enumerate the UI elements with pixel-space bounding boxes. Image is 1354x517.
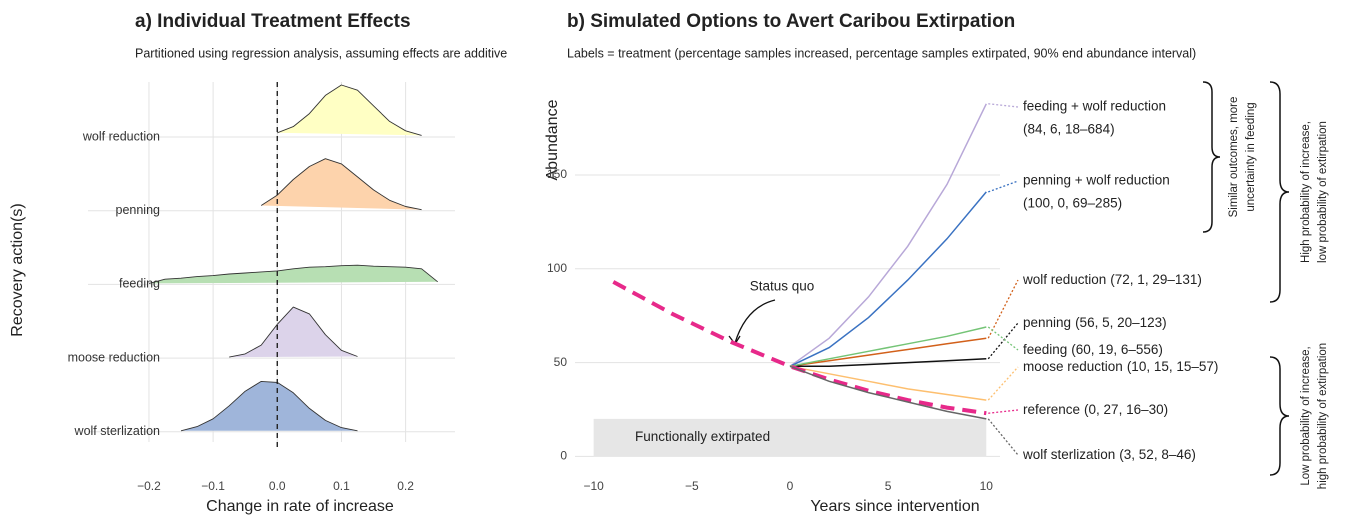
series-name: penning (1023, 315, 1071, 330)
y-tick-label: feeding (119, 277, 160, 291)
density-ridge (229, 306, 358, 358)
chart-title: b) Simulated Options to Avert Caribou Ex… (567, 11, 1015, 32)
y-tick-label: moose reduction (68, 350, 160, 364)
density-ridge (260, 158, 422, 211)
chart-title: a) Individual Treatment Effects (135, 11, 411, 32)
annotation: low probability of extirpation (1317, 121, 1329, 263)
series-line (790, 358, 987, 368)
x-tick-label: 5 (885, 479, 892, 493)
series-stats: (72, 1, 29–131) (1110, 272, 1202, 287)
density-ridge (180, 380, 358, 432)
series-stats: (84, 6, 18–684) (1023, 122, 1115, 137)
brace (1269, 81, 1290, 303)
annotation: Status quo (750, 279, 815, 294)
density-ridge (277, 84, 422, 136)
series-label: moose reduction (10, 15, 15–57) (1023, 359, 1218, 374)
extirpation-band (593, 418, 987, 457)
brace (1202, 81, 1221, 233)
y-axis-title: Abundance (544, 99, 561, 180)
series-line (789, 365, 987, 420)
y-tick-label: 0 (560, 449, 567, 463)
label-connector (987, 418, 1019, 456)
series-label: feeding (60, 19, 6–556) (1023, 342, 1163, 357)
x-tick-label: −0.2 (137, 479, 161, 493)
series-line (789, 191, 987, 367)
chart-subtitle: Partitioned using regression analysis, a… (135, 46, 507, 60)
label-connector (988, 180, 1019, 193)
series-label: wolf reduction (72, 1, 29–131) (1022, 272, 1202, 287)
y-tick-label: 50 (554, 355, 568, 369)
annotation: High probability of increase, (1300, 121, 1312, 263)
label-connector (988, 409, 1019, 414)
series-stats: (100, 0, 69–285) (1023, 196, 1122, 211)
series-line (789, 103, 987, 367)
brace (1269, 356, 1290, 476)
series-label: penning + wolf reduction (1023, 173, 1170, 188)
series-label: penning (56, 5, 20–123) (1023, 315, 1167, 330)
annotation: Similar outcomes, more (1228, 97, 1240, 218)
x-tick-label: 10 (980, 479, 994, 493)
y-axis-title: Recovery action(s) (9, 203, 26, 336)
series-label: feeding + wolf reduction (1023, 99, 1166, 114)
series-label: wolf sterlization (3, 52, 8–46) (1022, 447, 1196, 462)
annotation: high probability of extirpation (1317, 343, 1329, 489)
annotation-arrow (734, 299, 776, 344)
series-line (612, 280, 987, 416)
series-stats: (3, 52, 8–46) (1119, 447, 1196, 462)
series-stats: (56, 5, 20–123) (1075, 315, 1167, 330)
series-name: feeding (1023, 342, 1067, 357)
y-tick-label: 150 (547, 167, 567, 181)
annotation: uncertainty in feeding (1245, 102, 1257, 211)
y-tick-label: penning (116, 203, 161, 217)
label-connector (987, 326, 1019, 351)
series-stats: (0, 27, 16–30) (1084, 402, 1168, 417)
labels-layer: −0.2 −0.1 0.0 0.1 0.2 wolf reduction penning fe… (68, 82, 1329, 493)
series-line (789, 337, 987, 368)
series-line (789, 326, 987, 368)
series-name: wolf reduction (1022, 272, 1106, 287)
x-tick-label: −5 (685, 479, 699, 493)
x-tick-label: −0.1 (201, 479, 225, 493)
label-connector (987, 279, 1019, 339)
band-label: Functionally extirpated (635, 429, 770, 444)
x-tick-label: 0.2 (397, 479, 414, 493)
series-label: reference (0, 27, 16–30) (1023, 402, 1168, 417)
x-tick-label: 0.0 (269, 479, 286, 493)
label-connector (987, 322, 1019, 360)
x-axis-title: Years since intervention (810, 498, 979, 515)
annotation: Low probability of increase, (1300, 346, 1312, 485)
series-line (789, 365, 987, 401)
y-tick-label: wolf sterlization (74, 424, 160, 438)
x-tick-label: 0.1 (333, 479, 350, 493)
series-name: moose reduction (1023, 359, 1123, 374)
x-axis-title: Change in rate of increase (206, 498, 394, 515)
label-connector (987, 366, 1019, 401)
y-tick-label: wolf reduction (82, 129, 160, 143)
density-ridge (148, 264, 438, 284)
y-tick-label: 100 (547, 261, 567, 275)
marks-layer (148, 84, 987, 432)
x-tick-label: 0 (787, 479, 794, 493)
series-name: wolf sterlization (1022, 447, 1115, 462)
x-tick-label: −10 (583, 479, 604, 493)
label-connector (988, 103, 1019, 108)
series-name: reference (1023, 402, 1080, 417)
series-stats: (60, 19, 6–556) (1071, 342, 1163, 357)
series-stats: (10, 15, 15–57) (1127, 359, 1219, 374)
chart-subtitle: Labels = treatment (percentage samples i… (567, 46, 1196, 60)
